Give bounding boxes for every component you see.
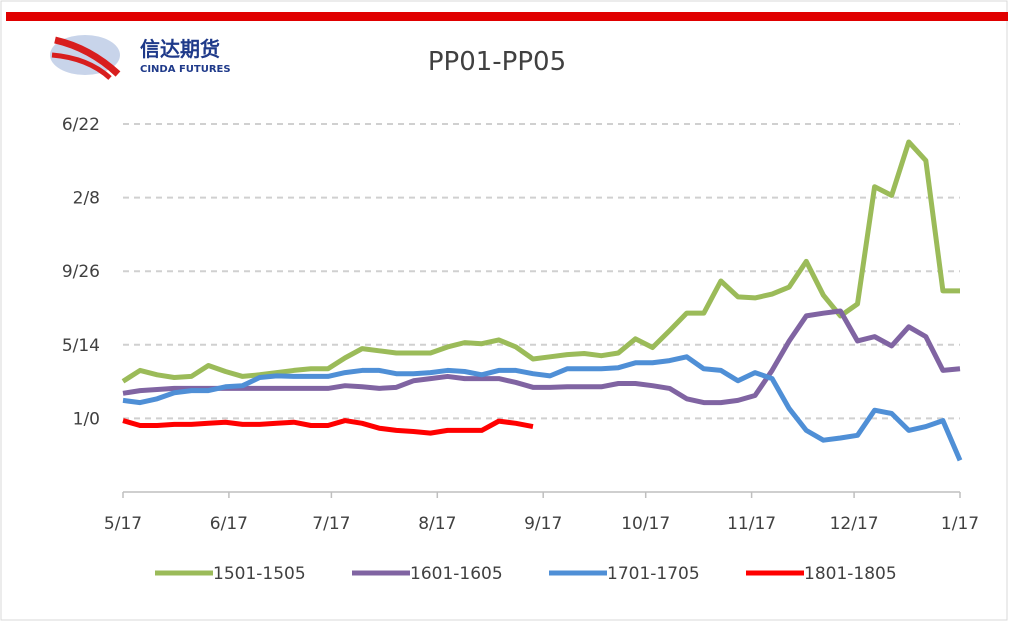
y-tick-label: 1/0 [73, 409, 100, 429]
x-tick-label: 11/17 [727, 514, 776, 534]
legend-label: 1601-1605 [410, 564, 503, 584]
logo-swoosh [51, 52, 112, 80]
legend-label: 1701-1705 [607, 564, 700, 584]
logo: 信达期货 CINDA FUTURES [50, 35, 231, 80]
x-tick-label: 10/17 [621, 514, 670, 534]
logo-swoosh [54, 36, 121, 77]
x-tick-label: 8/17 [418, 514, 456, 534]
series-line [122, 418, 534, 436]
x-tick-label: 5/17 [104, 514, 142, 534]
x-tick-label: 9/17 [524, 514, 562, 534]
x-tick-label: 7/17 [312, 514, 350, 534]
chart-title: PP01-PP05 [428, 47, 566, 77]
legend-label: 1801-1805 [804, 564, 897, 584]
series-line [122, 354, 963, 462]
x-tick-label: 1/17 [941, 514, 979, 534]
legend-label: 1501-1505 [213, 564, 306, 584]
y-tick-label: 5/14 [62, 336, 100, 356]
x-tick-label: 12/17 [830, 514, 879, 534]
series-line [122, 308, 961, 406]
brand-name: 信达期货 [140, 37, 220, 61]
top-bar [6, 12, 1008, 21]
brand-name-en: CINDA FUTURES [140, 64, 231, 75]
series-line [121, 139, 960, 384]
y-tick-label: 6/22 [62, 115, 100, 135]
y-tick-label: 9/26 [62, 262, 100, 282]
y-tick-label: 2/8 [73, 189, 100, 209]
x-tick-label: 6/17 [210, 514, 248, 534]
